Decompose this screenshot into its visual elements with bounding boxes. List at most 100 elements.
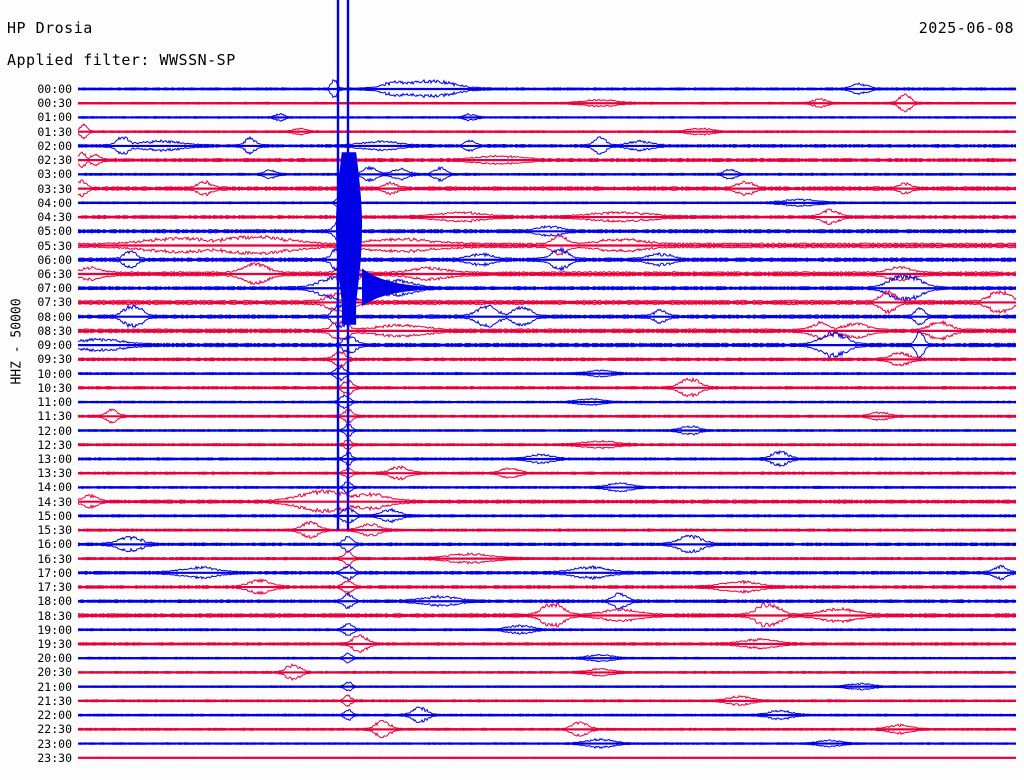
trace-row	[77, 135, 1017, 156]
trace-row	[78, 756, 1017, 759]
trace-row	[77, 534, 1017, 554]
trace-row	[77, 437, 1017, 452]
time-label: 02:00	[37, 138, 72, 153]
trace-row	[77, 706, 1017, 724]
trace-row	[77, 737, 1017, 750]
time-label: 01:30	[37, 124, 72, 139]
time-label: 12:00	[37, 423, 72, 438]
trace-row	[77, 449, 1017, 468]
trace-row	[77, 289, 1017, 315]
time-label: 17:00	[37, 565, 72, 580]
trace-row	[77, 506, 1016, 525]
trace-row	[77, 331, 1017, 358]
time-label: 07:30	[37, 295, 72, 310]
time-label: 06:30	[37, 266, 72, 281]
trace-row	[77, 694, 1017, 707]
time-label: 20:30	[37, 665, 72, 680]
date-label: 2025-06-08	[918, 19, 1014, 37]
time-label: 08:30	[37, 323, 72, 338]
time-label: 04:00	[37, 195, 72, 210]
trace-row	[77, 520, 1017, 539]
trace-row	[77, 634, 1017, 654]
trace-row	[77, 602, 1017, 628]
filter-label: Applied filter: WWSSN-SP	[7, 51, 236, 69]
trace-row	[77, 408, 1016, 424]
trace-row	[77, 350, 1017, 368]
time-label: 02:30	[37, 153, 72, 168]
vertical-spike	[336, 0, 340, 531]
trace-row	[78, 112, 1017, 122]
time-label: 11:30	[37, 409, 72, 424]
time-label: 03:00	[37, 167, 72, 182]
vertical-spike	[346, 0, 350, 531]
trace-row	[77, 219, 1017, 243]
trace-row	[77, 376, 1017, 398]
time-label: 18:30	[37, 608, 72, 623]
trace-row	[77, 78, 1017, 99]
trace-row	[77, 122, 1017, 140]
trace-row	[77, 577, 1017, 596]
time-label: 22:00	[37, 708, 72, 723]
trace-row	[77, 302, 1017, 330]
time-label: 09:00	[37, 338, 72, 353]
time-label: 04:30	[37, 210, 72, 225]
time-label: 00:00	[37, 82, 72, 96]
time-label: 16:00	[37, 537, 72, 552]
trace-row	[78, 364, 1017, 382]
time-label: 09:30	[37, 352, 72, 367]
trace-row	[77, 93, 1016, 113]
trace-row	[77, 480, 1017, 495]
trace-row	[77, 151, 1017, 169]
trace-row	[77, 681, 1017, 692]
time-label: 20:00	[37, 651, 72, 666]
trace-row	[78, 720, 1017, 738]
time-label: 21:30	[37, 693, 72, 708]
trace-row	[77, 550, 1017, 566]
time-label: 07:00	[37, 281, 72, 296]
time-label: 01:00	[37, 110, 72, 125]
time-label: 23:00	[37, 736, 72, 751]
station-title: HP Drosia	[7, 19, 93, 37]
trace-row	[77, 564, 1017, 581]
time-label: 05:00	[37, 224, 72, 239]
time-label: 05:30	[37, 238, 72, 253]
time-label: 13:30	[37, 466, 72, 481]
trace-row	[77, 194, 1017, 211]
time-label: 13:00	[37, 451, 72, 466]
time-axis-labels: 00:00 00:30 01:00 01:30 02:00 02:30 03:00 03:30…	[0, 0, 72, 780]
trace-row	[77, 165, 1017, 183]
time-label: 17:30	[37, 580, 72, 595]
time-label: 23:30	[37, 750, 72, 765]
time-label: 22:30	[37, 722, 72, 737]
trace-row	[77, 273, 1017, 302]
trace-row	[77, 592, 1017, 610]
time-label: 10:30	[37, 380, 72, 395]
time-label: 11:00	[37, 395, 72, 410]
trace-row	[77, 652, 1017, 664]
time-label: 16:30	[37, 551, 72, 566]
time-label: 14:30	[37, 494, 72, 509]
time-label: 12:30	[37, 437, 72, 452]
time-label: 00:30	[37, 96, 72, 111]
time-label: 19:30	[37, 636, 72, 651]
trace-row	[77, 465, 1017, 481]
time-label: 14:00	[37, 480, 72, 495]
trace-row	[77, 663, 1017, 681]
trace-row	[77, 179, 1017, 198]
time-label: 03:30	[37, 181, 72, 196]
trace-row	[77, 422, 1017, 438]
time-label: 10:00	[37, 366, 72, 381]
time-label: 15:00	[37, 508, 72, 523]
trace-row	[77, 246, 1017, 273]
trace-row	[77, 489, 1017, 514]
time-label: 18:00	[37, 594, 72, 609]
trace-row	[77, 623, 1017, 636]
time-label: 19:00	[37, 622, 72, 637]
trace-row	[77, 394, 1017, 410]
time-label: 21:00	[37, 679, 72, 694]
time-label: 15:30	[37, 523, 72, 538]
time-label: 06:00	[37, 252, 72, 267]
